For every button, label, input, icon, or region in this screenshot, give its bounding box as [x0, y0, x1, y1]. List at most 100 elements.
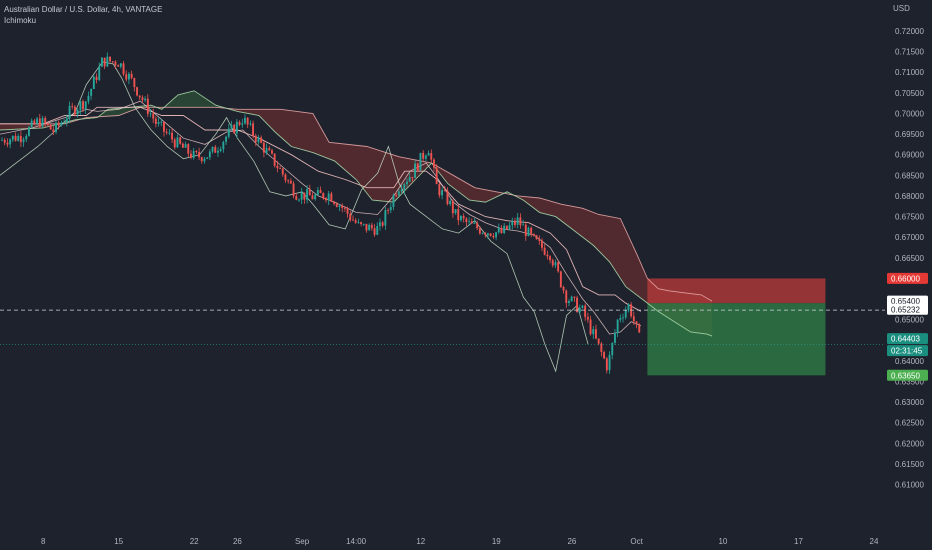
candle-down[interactable]	[260, 137, 263, 143]
candle-down[interactable]	[47, 123, 49, 125]
candle-down[interactable]	[505, 225, 508, 230]
candle-down[interactable]	[573, 296, 576, 298]
candle-down[interactable]	[214, 146, 217, 153]
candle-up[interactable]	[9, 139, 12, 145]
candle-up[interactable]	[28, 127, 30, 136]
candle-down[interactable]	[457, 209, 460, 221]
candle-down[interactable]	[532, 233, 535, 236]
candle-down[interactable]	[530, 227, 533, 234]
candle-down[interactable]	[562, 287, 565, 291]
candle-up[interactable]	[424, 155, 427, 159]
candle-down[interactable]	[330, 193, 333, 202]
candle-down[interactable]	[595, 329, 597, 339]
candle-up[interactable]	[508, 225, 511, 230]
candle-down[interactable]	[125, 74, 128, 80]
candle-up[interactable]	[627, 304, 630, 311]
candle-down[interactable]	[57, 122, 60, 126]
candle-down[interactable]	[430, 153, 433, 160]
candle-up[interactable]	[384, 210, 387, 226]
candle-up[interactable]	[87, 95, 90, 102]
candle-down[interactable]	[279, 168, 281, 169]
candle-down[interactable]	[154, 118, 157, 124]
candle-up[interactable]	[206, 157, 209, 159]
candle-down[interactable]	[451, 200, 454, 214]
candle-up[interactable]	[327, 193, 330, 201]
candle-down[interactable]	[435, 167, 438, 185]
candle-down[interactable]	[433, 159, 435, 168]
take-profit-zone[interactable]	[647, 303, 826, 376]
candle-down[interactable]	[333, 201, 335, 204]
candle-down[interactable]	[584, 305, 587, 317]
candle-up[interactable]	[503, 225, 506, 233]
candle-up[interactable]	[222, 141, 225, 150]
candle-up[interactable]	[481, 233, 484, 235]
candle-down[interactable]	[233, 124, 236, 134]
candle-up[interactable]	[460, 216, 462, 221]
candle-up[interactable]	[208, 151, 211, 158]
candle-down[interactable]	[136, 87, 138, 96]
candle-down[interactable]	[95, 76, 98, 80]
candle-down[interactable]	[122, 63, 125, 75]
candle-down[interactable]	[133, 78, 136, 88]
time-axis[interactable]: 8 15 22 26 Sep 14:00 12 19 26 Oct 10 17 24	[41, 537, 879, 546]
candle-up[interactable]	[357, 222, 360, 223]
candle-down[interactable]	[114, 61, 117, 66]
candle-down[interactable]	[538, 239, 541, 241]
candle-down[interactable]	[319, 190, 322, 193]
candle-down[interactable]	[470, 221, 473, 224]
candle-up[interactable]	[60, 122, 63, 126]
candle-down[interactable]	[557, 262, 560, 272]
candle-down[interactable]	[295, 196, 298, 200]
candle-down[interactable]	[273, 153, 276, 166]
candle-down[interactable]	[276, 165, 279, 169]
candle-down[interactable]	[103, 57, 106, 67]
candlestick-series[interactable]	[1, 52, 641, 374]
symbol-title[interactable]: Australian Dollar / U.S. Dollar, 4h, VAN…	[4, 5, 163, 14]
candle-down[interactable]	[141, 97, 144, 101]
candle-down[interactable]	[82, 101, 84, 110]
candle-up[interactable]	[487, 233, 489, 236]
candle-down[interactable]	[289, 180, 292, 184]
candle-down[interactable]	[489, 233, 492, 236]
candle-up[interactable]	[511, 221, 514, 226]
short-position-tool[interactable]	[647, 278, 826, 376]
candle-up[interactable]	[265, 148, 268, 153]
candle-down[interactable]	[271, 150, 273, 154]
candle-down[interactable]	[6, 142, 9, 145]
candle-down[interactable]	[268, 148, 271, 151]
candle-up[interactable]	[624, 310, 627, 318]
candle-down[interactable]	[446, 190, 449, 205]
candle-down[interactable]	[200, 157, 203, 162]
candle-up[interactable]	[157, 122, 160, 124]
candle-up[interactable]	[570, 296, 573, 302]
candle-down[interactable]	[3, 140, 6, 143]
candle-down[interactable]	[346, 208, 349, 214]
candle-down[interactable]	[360, 222, 362, 224]
candle-down[interactable]	[365, 223, 368, 231]
candle-up[interactable]	[84, 101, 87, 110]
candle-up[interactable]	[79, 101, 82, 110]
candle-down[interactable]	[38, 118, 41, 127]
candle-up[interactable]	[392, 195, 395, 207]
candle-up[interactable]	[497, 228, 500, 233]
candle-up[interactable]	[389, 207, 392, 211]
candle-up[interactable]	[227, 128, 230, 137]
candle-up[interactable]	[468, 221, 470, 223]
candle-up[interactable]	[55, 122, 57, 132]
candle-down[interactable]	[387, 210, 389, 211]
candle-down[interactable]	[586, 316, 589, 320]
candle-down[interactable]	[14, 135, 17, 141]
candle-down[interactable]	[308, 189, 311, 196]
candle-up[interactable]	[495, 232, 497, 238]
candle-up[interactable]	[63, 122, 66, 124]
candle-down[interactable]	[343, 207, 346, 209]
candle-up[interactable]	[568, 301, 570, 303]
candle-down[interactable]	[341, 205, 344, 208]
candle-up[interactable]	[578, 307, 581, 313]
candle-down[interactable]	[395, 195, 398, 196]
candle-down[interactable]	[370, 224, 373, 229]
candle-up[interactable]	[217, 150, 219, 153]
candle-down[interactable]	[254, 135, 257, 143]
candle-down[interactable]	[373, 228, 376, 235]
candle-up[interactable]	[230, 124, 233, 129]
